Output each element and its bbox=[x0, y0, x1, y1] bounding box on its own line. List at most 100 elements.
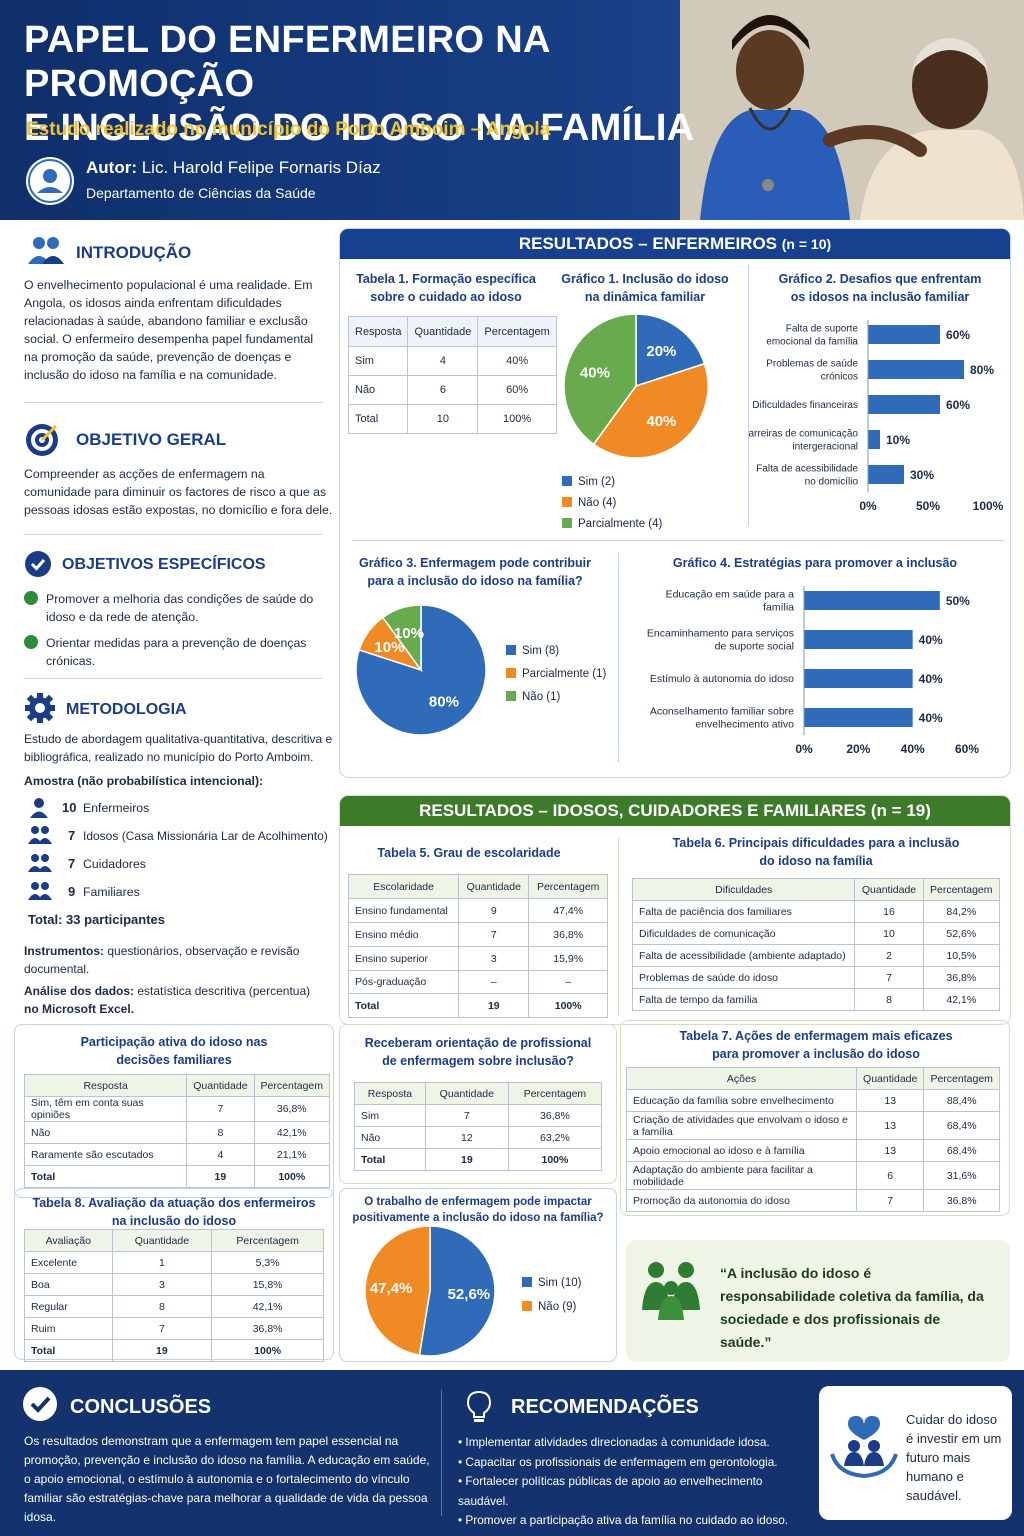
table-cell: 100% bbox=[253, 1165, 331, 1188]
divider bbox=[352, 540, 1004, 541]
table-cell: 19 bbox=[186, 1165, 255, 1188]
legend-swatch bbox=[506, 668, 516, 678]
table-cell: Sim bbox=[354, 1104, 426, 1127]
table-cell: 12 bbox=[424, 1126, 509, 1149]
sample-count: 10 bbox=[62, 800, 77, 815]
pie-slice bbox=[563, 313, 637, 446]
table-cell: 3 bbox=[458, 946, 530, 971]
bar-category-label: Dificuldades financeiras bbox=[752, 400, 858, 411]
chart5-panel bbox=[339, 1188, 617, 1362]
author-label: Autor: bbox=[86, 158, 137, 177]
analysis-text: estatística descritiva (percentua) bbox=[137, 984, 311, 998]
list-item: 7 Idosos (Casa Missionária Lar de Acolhi… bbox=[28, 824, 338, 852]
table6-title-line: do idoso na família bbox=[759, 854, 873, 868]
bar-category-label: Estímulo à autonomia do idoso bbox=[650, 673, 794, 685]
table-cell: 10 bbox=[407, 404, 479, 434]
table-cell: 9 bbox=[458, 898, 530, 923]
specific-item-2: Orientar medidas para a prevenção de doe… bbox=[46, 636, 307, 668]
bar bbox=[868, 360, 964, 379]
check-icon bbox=[24, 591, 38, 605]
table-header: Quantidade bbox=[111, 1229, 213, 1252]
bar-value-label: 50% bbox=[946, 594, 970, 608]
table-cell: 47,4% bbox=[528, 898, 608, 923]
pie-slice bbox=[355, 604, 487, 736]
table-cell: 1 bbox=[111, 1251, 213, 1274]
table-cell: 19 bbox=[424, 1148, 509, 1171]
table-cell: 7 bbox=[424, 1104, 509, 1127]
table-row: Ruim 7 36,8% bbox=[24, 1317, 324, 1340]
bar-category-label: Problemas de saúde bbox=[766, 359, 858, 370]
sample-list: 10 Enfermeiros 7 Idosos (Casa Missionári… bbox=[28, 796, 338, 908]
poster-title: PAPEL DO ENFERMEIRO NA PROMOÇÃO E INCLUS… bbox=[24, 18, 704, 150]
table1-title-line: Tabela 1. Formação específica bbox=[356, 272, 536, 286]
table-row: Sim 4 40% bbox=[347, 346, 557, 376]
table-header: Ações bbox=[626, 1067, 857, 1090]
table-row: Dificuldades de comunicação 10 52,6% bbox=[631, 922, 1001, 945]
chart5-title-line: O trabalho de enfermagem pode impactar bbox=[364, 1196, 592, 1208]
sample-count: 9 bbox=[68, 884, 76, 899]
table-cell: Raramente são escutados bbox=[23, 1143, 188, 1166]
table-cell: Não bbox=[354, 1126, 426, 1149]
list-item: Promover a melhoria das condições de saú… bbox=[24, 590, 334, 626]
table-cell: 10 bbox=[854, 922, 924, 945]
instruments-text: questionários, observação e revisão docu… bbox=[24, 944, 300, 976]
table-cell: 36,8% bbox=[923, 1189, 1000, 1212]
table-cell: 42,1% bbox=[922, 988, 1001, 1011]
chart2-title-line: Gráfico 2. Desafios que enfrentam bbox=[778, 272, 982, 286]
legend-label: Não (9) bbox=[538, 1301, 577, 1313]
table-header: Percentagem bbox=[528, 874, 608, 899]
table-row: Ensino fundamental 9 47,4% bbox=[347, 898, 608, 923]
table-cell: Ensino médio bbox=[347, 922, 460, 947]
table-cell: Falta de paciência dos familiares bbox=[631, 900, 856, 923]
table-cell: 36,8% bbox=[253, 1096, 331, 1122]
objective-title: OBJETIVO GERAL bbox=[76, 430, 227, 449]
table-cell: Educação da família sobre envelhecimento bbox=[626, 1089, 857, 1112]
table-header: Resposta bbox=[347, 316, 409, 347]
table-cell: 68,4% bbox=[923, 1111, 1000, 1140]
table-cell: 7 bbox=[854, 966, 924, 989]
legend-item: Não (4) bbox=[562, 493, 662, 514]
legend-swatch bbox=[506, 645, 516, 655]
table-row: Não 6 60% bbox=[347, 375, 557, 405]
chart1-title-line: Gráfico 1. Inclusão do idoso bbox=[561, 272, 729, 286]
legend-swatch bbox=[522, 1277, 532, 1287]
table8-title-line: na inclusão do idoso bbox=[111, 1214, 237, 1228]
legend-label: Não (1) bbox=[522, 691, 561, 703]
table-cell: Total bbox=[23, 1165, 188, 1188]
bar-category-label: no domicílio bbox=[805, 477, 859, 488]
table-cell: Sim, têm em conta suas opiniões bbox=[23, 1096, 188, 1122]
table-row: Problemas de saúde do idoso 7 36,8% bbox=[631, 966, 1001, 989]
bar-category-label: Educação em saúde para a bbox=[666, 589, 795, 601]
table-cell: 13 bbox=[855, 1089, 925, 1112]
bar bbox=[868, 430, 880, 449]
table-row: Regular 8 42,1% bbox=[24, 1295, 324, 1318]
table-cell: 13 bbox=[855, 1111, 925, 1140]
table-cell: Não bbox=[23, 1121, 188, 1144]
list-item: 9 Familiares bbox=[28, 880, 338, 908]
divider bbox=[618, 552, 619, 762]
lightbulb-icon bbox=[466, 1390, 492, 1422]
table-cell: 84,2% bbox=[922, 900, 1001, 923]
table-cell: 7 bbox=[111, 1317, 213, 1340]
table-cell: 36,8% bbox=[507, 1104, 603, 1127]
table7-title-line: Tabela 7. Ações de enfermagem mais efica… bbox=[679, 1029, 953, 1043]
sample-label-item: Familiares bbox=[83, 885, 140, 899]
table-row: Criação de atividades que envolvam o ido… bbox=[626, 1111, 1000, 1140]
analysis-label: Análise dos dados: bbox=[24, 984, 135, 998]
table-cell: Total bbox=[24, 1339, 113, 1362]
table7-panel bbox=[620, 1020, 1010, 1216]
table-cell: 7 bbox=[855, 1189, 925, 1212]
legend-label: Não (4) bbox=[578, 497, 617, 509]
list-item: Orientar medidas para a prevenção de doe… bbox=[24, 634, 334, 670]
pie-slice bbox=[364, 1225, 431, 1356]
table-cell: 40% bbox=[477, 346, 557, 376]
bar bbox=[804, 591, 940, 610]
people-icon bbox=[28, 237, 64, 264]
table-cell: 8 bbox=[854, 988, 924, 1011]
legend-item: Parcialmente (4) bbox=[562, 514, 662, 535]
chart1-title: Gráfico 1. Inclusão do idoso na dinâmica … bbox=[555, 270, 735, 306]
group-icon bbox=[28, 826, 52, 844]
bar bbox=[804, 669, 913, 688]
list-item: • Implementar atividades direcionadas à … bbox=[458, 1435, 770, 1449]
